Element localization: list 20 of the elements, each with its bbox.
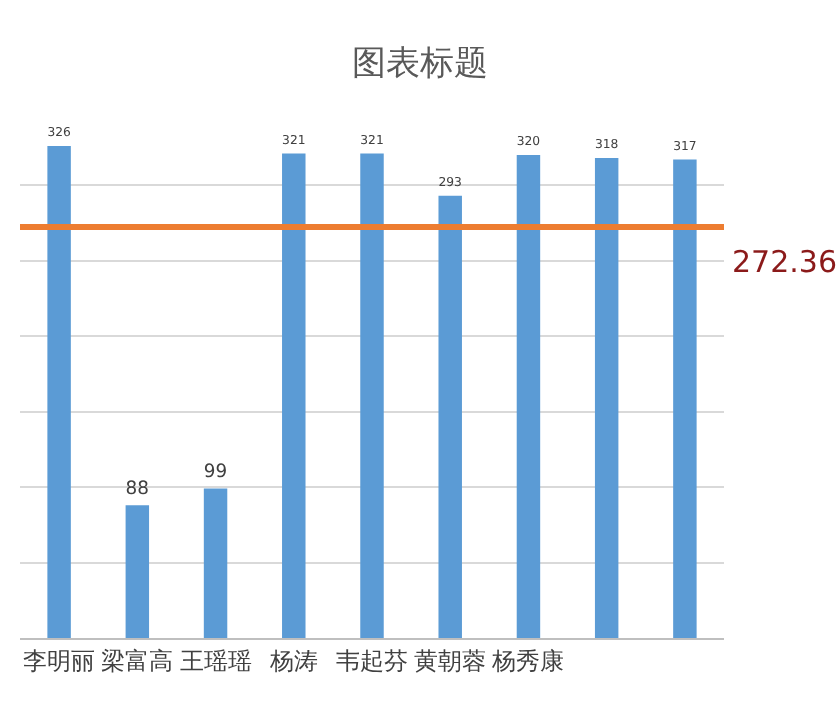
bar — [516, 154, 541, 638]
ref-line-label: 272.36 — [732, 244, 837, 280]
bar — [673, 159, 697, 638]
data-label: 88 — [125, 477, 150, 500]
chart-title: 图表标题 — [352, 44, 488, 85]
bar — [125, 505, 150, 638]
x-tick-label: 杨涛 — [267, 646, 318, 675]
x-tick-label: 杨秀康 — [490, 646, 565, 675]
bar — [203, 488, 228, 638]
bar — [360, 153, 384, 638]
bar — [47, 145, 71, 638]
bar — [282, 153, 306, 638]
x-tick-label: 王瑶瑶 — [179, 646, 252, 675]
data-label: 99 — [203, 461, 228, 484]
bar — [594, 157, 619, 638]
x-tick-label: 李明丽 — [23, 646, 96, 675]
bar — [438, 195, 462, 638]
x-tick-label: 梁富高 — [101, 646, 174, 675]
x-tick-label: 黄朝蓉 — [414, 646, 487, 675]
x-tick-label: 韦起芬 — [336, 646, 408, 675]
